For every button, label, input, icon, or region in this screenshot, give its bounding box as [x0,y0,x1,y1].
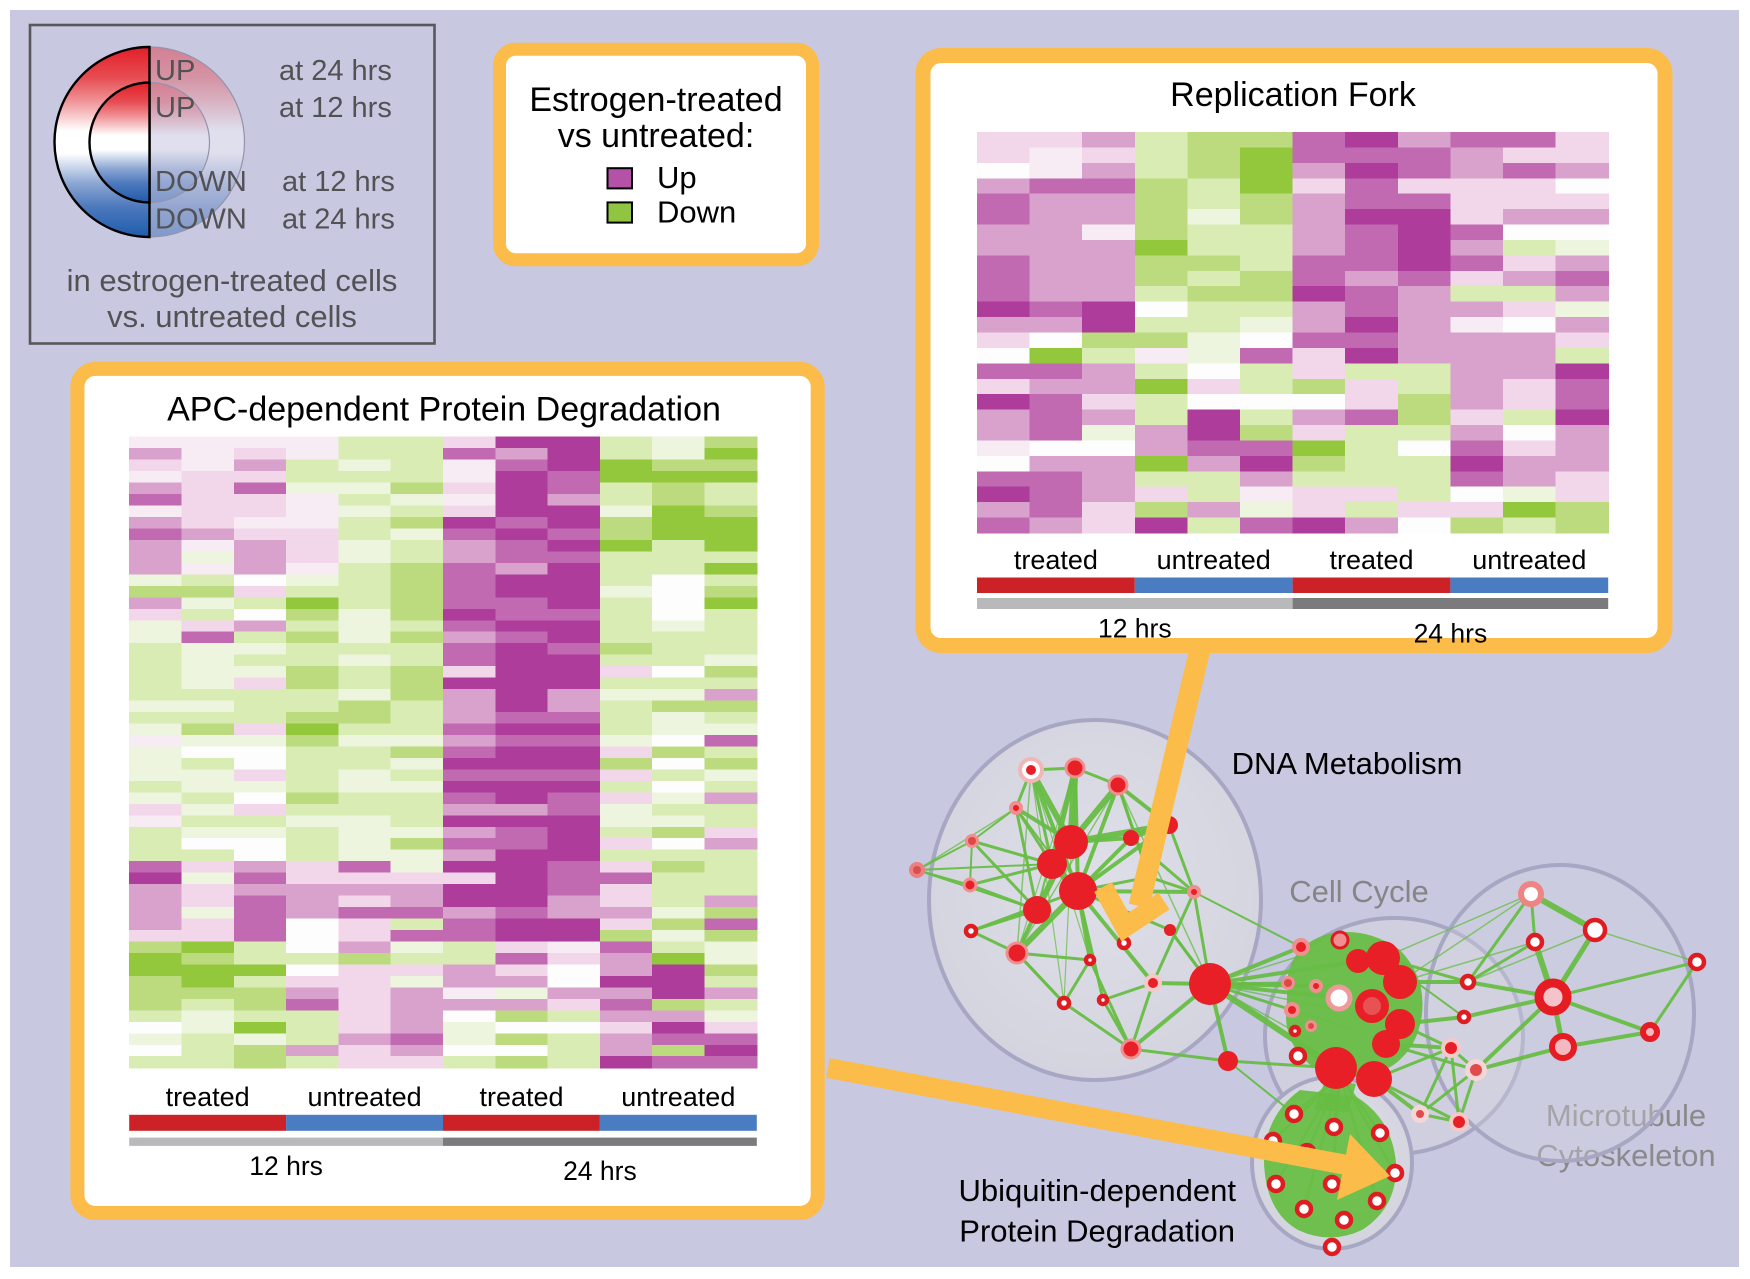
svg-text:UP: UP [155,92,195,124]
svg-text:12 hrs: 12 hrs [249,1151,323,1181]
svg-text:Cell Cycle: Cell Cycle [1289,874,1429,909]
svg-text:Microtubule: Microtubule [1546,1098,1706,1133]
svg-text:untreated: untreated [308,1082,422,1112]
svg-text:treated: treated [1014,545,1098,575]
svg-text:Replication Fork: Replication Fork [1170,76,1417,114]
svg-text:DOWN: DOWN [155,166,247,198]
svg-text:24 hrs: 24 hrs [1414,619,1488,649]
svg-text:untreated: untreated [621,1082,735,1112]
svg-text:at 24 hrs: at 24 hrs [282,204,395,236]
svg-text:24 hrs: 24 hrs [563,1156,637,1186]
svg-text:Estrogen-treated: Estrogen-treated [529,81,782,119]
svg-text:treated: treated [479,1082,563,1112]
svg-text:Ubiquitin-dependent: Ubiquitin-dependent [959,1173,1237,1208]
svg-text:APC-dependent Protein Degradat: APC-dependent Protein Degradation [167,391,721,429]
svg-text:treated: treated [166,1082,250,1112]
svg-text:Up: Up [657,160,697,195]
svg-text:at 12 hrs: at 12 hrs [279,92,392,124]
svg-text:UP: UP [155,55,195,87]
svg-text:DOWN: DOWN [155,204,247,236]
svg-text:at 12 hrs: at 12 hrs [282,166,395,198]
svg-text:Down: Down [657,194,736,229]
svg-text:DNA Metabolism: DNA Metabolism [1232,746,1463,781]
svg-text:vs. untreated cells: vs. untreated cells [107,299,357,334]
svg-text:in estrogen-treated cells: in estrogen-treated cells [67,263,398,298]
svg-text:Protein Degradation: Protein Degradation [959,1213,1235,1248]
svg-text:treated: treated [1329,545,1413,575]
svg-text:vs untreated:: vs untreated: [558,117,755,155]
svg-text:at 24 hrs: at 24 hrs [279,55,392,87]
svg-text:12 hrs: 12 hrs [1098,614,1172,644]
svg-text:untreated: untreated [1472,545,1586,575]
svg-text:untreated: untreated [1157,545,1271,575]
